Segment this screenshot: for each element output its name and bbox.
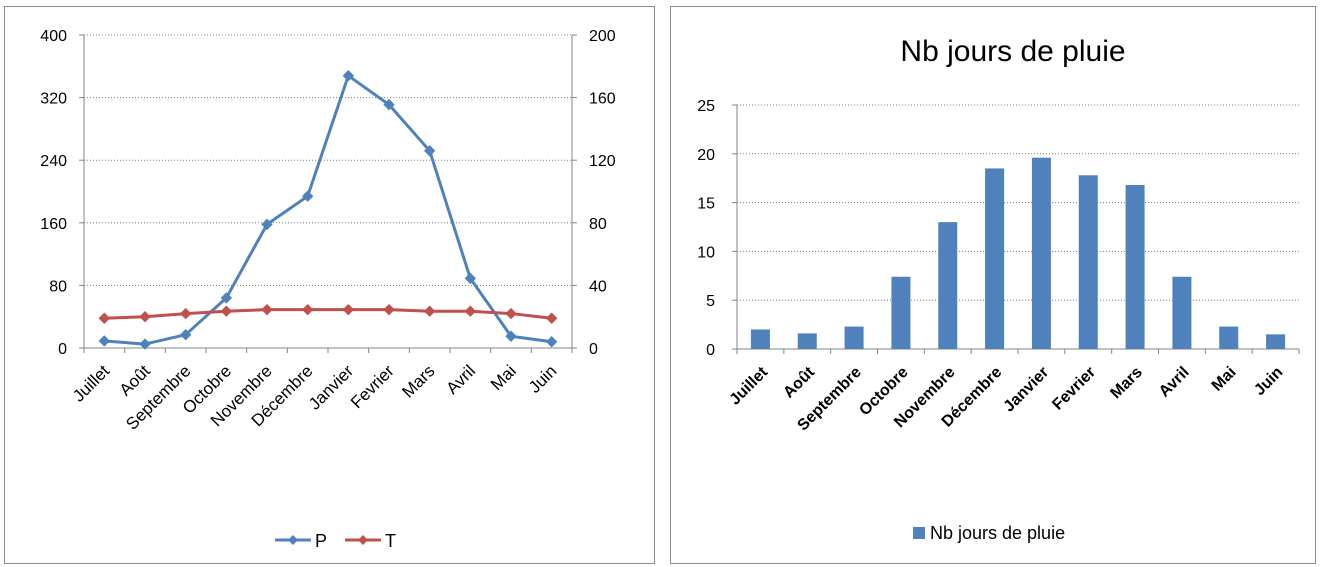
bar (1219, 326, 1239, 349)
x-category-label: Avril (1156, 364, 1193, 401)
data-point-T (383, 303, 395, 316)
x-category-label: Avril (443, 361, 480, 398)
data-point-P (139, 338, 151, 350)
y-tick-label: 25 (697, 98, 715, 115)
legend-marker-P (288, 535, 298, 545)
data-point-P (220, 292, 233, 304)
data-point-T (179, 307, 192, 320)
data-point-T (139, 310, 151, 323)
x-category-label: Août (780, 363, 818, 401)
y-tick-label: 0 (706, 342, 715, 359)
line-chart-panel: 0 80 160 240 320 400 0 40 80 120 160 200 Juillet Août… (4, 6, 655, 564)
data-point-T (545, 312, 558, 324)
data-point-P (301, 190, 314, 202)
bar (1125, 185, 1145, 349)
x-category-label: Juillet (727, 363, 772, 408)
data-point-P (179, 328, 192, 341)
y-right-tick-label: 0 (589, 341, 598, 358)
data-point-T (261, 303, 273, 316)
chart-title: Nb jours de pluie (900, 35, 1125, 68)
x-category-label: Janvier (1001, 364, 1053, 416)
y-tick-label: 15 (697, 196, 715, 213)
bar (891, 276, 911, 349)
legend-marker-T (358, 535, 368, 545)
x-category-label: Juillet (69, 361, 113, 405)
y-right-tick-label: 40 (589, 278, 607, 295)
x-category-label: Fevrier (1049, 364, 1099, 414)
bar (1172, 276, 1192, 349)
x-category-label: Mars (1107, 364, 1146, 403)
x-category-label: Juin (1251, 364, 1286, 399)
data-point-P (98, 335, 111, 347)
data-point-T (301, 303, 314, 316)
legend-label: Nb jours de pluie (930, 523, 1065, 543)
bar (985, 168, 1005, 349)
legend-label: P (315, 531, 327, 551)
y-right-tick-label: 120 (589, 153, 616, 170)
data-point-T (464, 305, 477, 317)
data-point-P (383, 98, 395, 111)
legend-label: T (385, 531, 396, 551)
y-right-tick-label: 80 (589, 216, 607, 233)
data-point-T (423, 305, 436, 317)
data-point-T (220, 305, 233, 317)
data-point-T (505, 307, 517, 320)
bar (844, 326, 864, 349)
bar (1266, 334, 1286, 349)
y-tick-label: 10 (697, 244, 715, 261)
y-left-tick-label: 240 (40, 153, 67, 170)
x-category-label: Mai (1209, 364, 1240, 395)
y-left-tick-label: 160 (40, 216, 67, 233)
y-left-tick-label: 80 (49, 278, 67, 295)
bar (750, 329, 770, 349)
data-point-P (342, 69, 355, 82)
data-point-P (545, 336, 558, 348)
series-line-T (104, 308, 552, 320)
bar (1078, 175, 1098, 349)
data-point-T (98, 312, 111, 324)
legend-swatch (913, 527, 925, 539)
data-point-P (505, 330, 517, 342)
bar-chart-panel: Nb jours de pluie 0 5 10 15 20 25 Juillet Août Se… (670, 6, 1316, 564)
x-category-label: Fevrier (347, 361, 398, 412)
y-tick-label: 20 (697, 147, 715, 164)
data-point-P (261, 218, 273, 231)
data-point-T (342, 303, 355, 316)
bar (797, 333, 817, 349)
bar (938, 222, 958, 349)
bar (1031, 157, 1051, 349)
y-left-tick-label: 320 (40, 91, 67, 108)
data-point-P (423, 145, 436, 157)
y-left-tick-label: 0 (58, 341, 67, 358)
series-line-P (104, 74, 552, 346)
x-category-label: Janvier (305, 361, 357, 413)
x-category-label: Juin (525, 361, 560, 396)
y-tick-label: 5 (706, 293, 715, 310)
x-category-label: Mai (487, 361, 520, 394)
data-point-P (464, 272, 477, 285)
y-right-tick-label: 160 (589, 91, 616, 108)
y-right-tick-label: 200 (589, 28, 616, 45)
y-left-tick-label: 400 (40, 28, 67, 45)
x-category-label: Mars (398, 361, 438, 401)
